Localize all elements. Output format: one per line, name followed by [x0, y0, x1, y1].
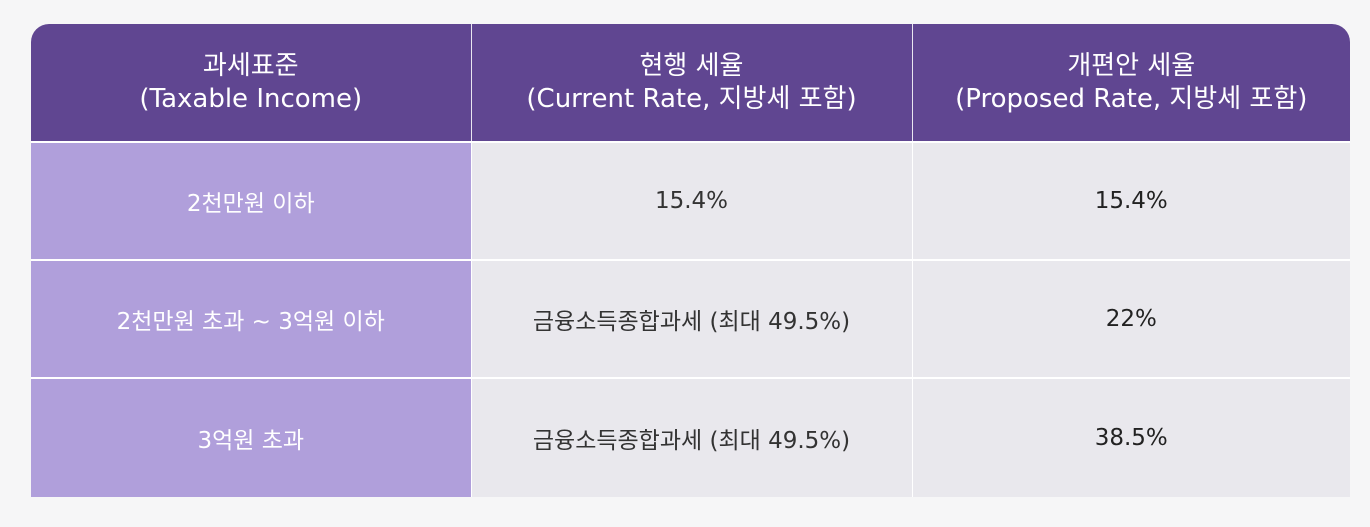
header-proposed-rate: 개편안 세율 (Proposed Rate, 지방세 포함): [911, 24, 1350, 142]
tax-rate-table: 과세표준 (Taxable Income) 현행 세율 (Current Rat…: [31, 24, 1350, 497]
current-rate-cell: 금융소득종합과세 (최대 49.5%): [470, 377, 912, 497]
current-rate-cell: 15.4%: [470, 141, 912, 260]
table-header: 과세표준 (Taxable Income) 현행 세율 (Current Rat…: [31, 24, 1350, 142]
header-current-rate-english: (Current Rate, 지방세 포함): [526, 83, 857, 114]
bracket-cell: 2천만원 초과 ~ 3억원 이하: [31, 259, 471, 378]
current-rate-cell: 금융소득종합과세 (최대 49.5%): [470, 259, 912, 378]
table-row: 2천만원 이하 15.4% 15.4%: [31, 141, 1350, 260]
proposed-rate-cell: 38.5%: [911, 377, 1350, 497]
header-current-rate: 현행 세율 (Current Rate, 지방세 포함): [470, 24, 912, 142]
header-proposed-rate-english: (Proposed Rate, 지방세 포함): [955, 83, 1308, 114]
proposed-rate-cell: 15.4%: [911, 141, 1350, 260]
table-row: 2천만원 초과 ~ 3억원 이하 금융소득종합과세 (최대 49.5%) 22%: [31, 259, 1350, 378]
proposed-rate-cell: 22%: [911, 259, 1350, 378]
header-proposed-rate-korean: 개편안 세율: [1067, 50, 1196, 81]
header-taxable-income: 과세표준 (Taxable Income): [31, 24, 471, 142]
header-taxable-income-korean: 과세표준: [202, 50, 299, 81]
table-row: 3억원 초과 금융소득종합과세 (최대 49.5%) 38.5%: [31, 377, 1350, 497]
header-row: 과세표준 (Taxable Income) 현행 세율 (Current Rat…: [31, 24, 1350, 142]
header-current-rate-korean: 현행 세율: [639, 50, 744, 81]
tax-rate-table-container: 과세표준 (Taxable Income) 현행 세율 (Current Rat…: [31, 24, 1350, 497]
bracket-cell: 2천만원 이하: [31, 141, 471, 260]
header-taxable-income-english: (Taxable Income): [139, 83, 363, 114]
bracket-cell: 3억원 초과: [31, 377, 471, 497]
table-body: 2천만원 이하 15.4% 15.4% 2천만원 초과 ~ 3억원 이하 금융소…: [31, 141, 1350, 497]
